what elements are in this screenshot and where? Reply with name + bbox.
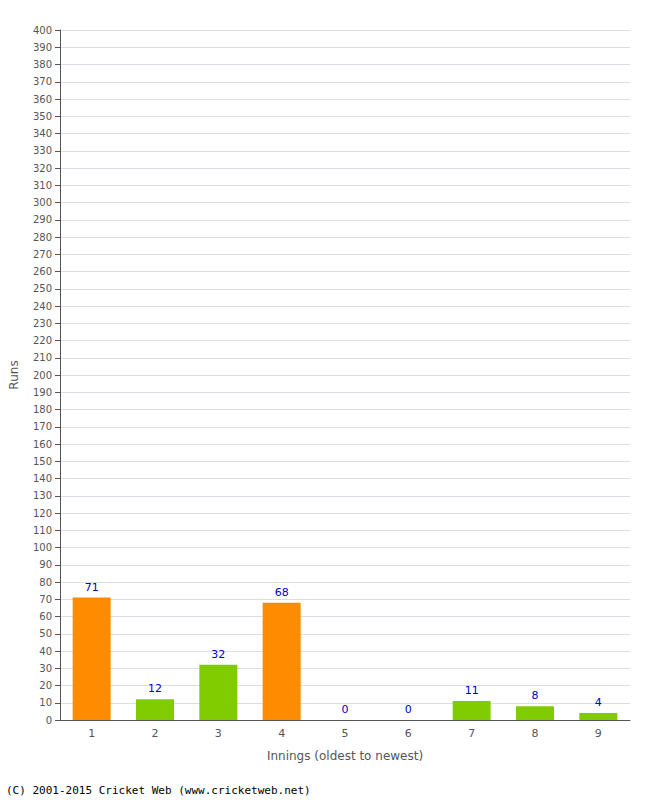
- svg-text:10: 10: [39, 697, 52, 708]
- svg-text:11: 11: [465, 684, 479, 697]
- svg-text:30: 30: [39, 663, 52, 674]
- svg-text:(C) 2001-2015 Cricket Web (www: (C) 2001-2015 Cricket Web (www.cricketwe…: [6, 784, 311, 797]
- svg-text:4: 4: [278, 727, 285, 740]
- svg-text:320: 320: [33, 163, 52, 174]
- svg-text:120: 120: [33, 508, 52, 519]
- svg-text:3: 3: [215, 727, 222, 740]
- svg-text:9: 9: [595, 727, 602, 740]
- svg-text:100: 100: [33, 542, 52, 553]
- svg-text:220: 220: [33, 335, 52, 346]
- svg-text:130: 130: [33, 490, 52, 501]
- svg-text:230: 230: [33, 318, 52, 329]
- svg-text:330: 330: [33, 145, 52, 156]
- svg-text:370: 370: [33, 76, 52, 87]
- svg-text:140: 140: [33, 473, 52, 484]
- svg-text:8: 8: [532, 689, 539, 702]
- svg-text:340: 340: [33, 128, 52, 139]
- svg-text:50: 50: [39, 628, 52, 639]
- svg-text:70: 70: [39, 594, 52, 605]
- svg-text:68: 68: [275, 586, 289, 599]
- svg-text:210: 210: [33, 352, 52, 363]
- svg-text:380: 380: [33, 59, 52, 70]
- svg-text:260: 260: [33, 266, 52, 277]
- svg-text:8: 8: [532, 727, 539, 740]
- svg-text:360: 360: [33, 94, 52, 105]
- svg-text:270: 270: [33, 249, 52, 260]
- svg-text:160: 160: [33, 439, 52, 450]
- svg-text:Innings (oldest to newest): Innings (oldest to newest): [267, 749, 423, 763]
- svg-text:0: 0: [46, 715, 52, 726]
- svg-text:5: 5: [342, 727, 349, 740]
- svg-text:71: 71: [85, 581, 99, 594]
- svg-text:200: 200: [33, 370, 52, 381]
- svg-text:0: 0: [405, 703, 412, 716]
- svg-text:110: 110: [33, 525, 52, 536]
- svg-text:390: 390: [33, 42, 52, 53]
- svg-text:7: 7: [468, 727, 475, 740]
- svg-text:20: 20: [39, 680, 52, 691]
- svg-text:300: 300: [33, 197, 52, 208]
- svg-text:350: 350: [33, 111, 52, 122]
- svg-text:290: 290: [33, 214, 52, 225]
- svg-text:6: 6: [405, 727, 412, 740]
- svg-text:150: 150: [33, 456, 52, 467]
- svg-text:310: 310: [33, 180, 52, 191]
- svg-text:280: 280: [33, 232, 52, 243]
- svg-text:60: 60: [39, 611, 52, 622]
- svg-text:250: 250: [33, 283, 52, 294]
- svg-text:Runs: Runs: [7, 360, 21, 389]
- svg-text:4: 4: [595, 696, 602, 709]
- svg-text:400: 400: [33, 25, 52, 36]
- svg-text:1: 1: [88, 727, 95, 740]
- svg-text:180: 180: [33, 404, 52, 415]
- svg-text:90: 90: [39, 559, 52, 570]
- svg-text:2: 2: [152, 727, 159, 740]
- svg-text:0: 0: [342, 703, 349, 716]
- svg-text:12: 12: [148, 682, 162, 695]
- svg-text:190: 190: [33, 387, 52, 398]
- svg-text:80: 80: [39, 577, 52, 588]
- svg-text:32: 32: [211, 648, 225, 661]
- svg-text:170: 170: [33, 421, 52, 432]
- svg-text:40: 40: [39, 646, 52, 657]
- svg-text:240: 240: [33, 301, 52, 312]
